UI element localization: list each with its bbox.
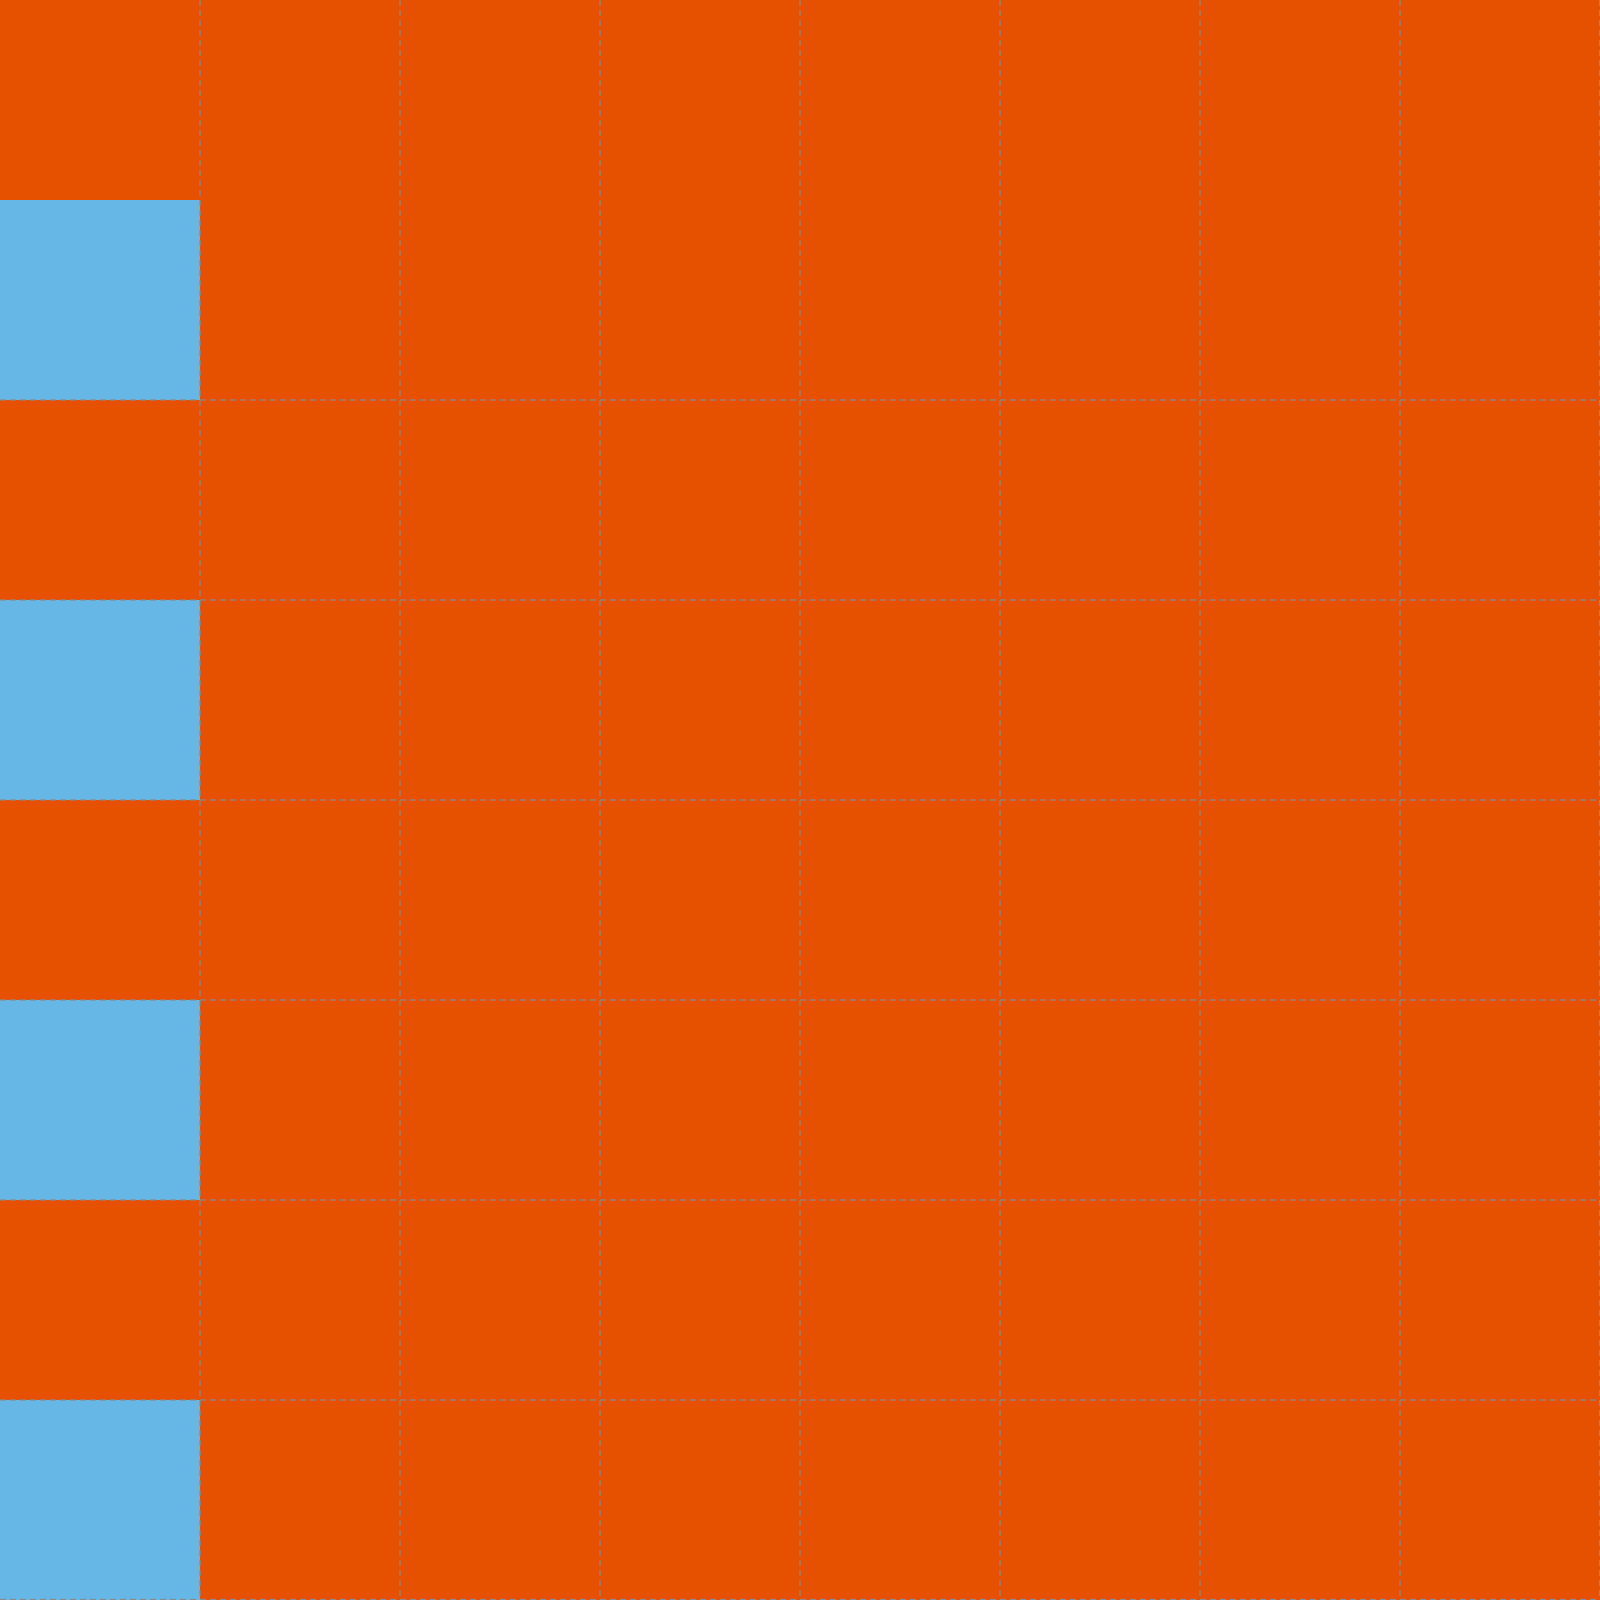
cell[interactable] <box>400 0 600 200</box>
cell[interactable] <box>0 1400 200 1600</box>
cell[interactable] <box>400 200 600 400</box>
cell[interactable] <box>1400 0 1600 200</box>
cell[interactable] <box>200 0 400 200</box>
cell[interactable] <box>1200 400 1400 600</box>
cell[interactable] <box>800 200 1000 400</box>
cell[interactable] <box>200 200 400 400</box>
cell[interactable] <box>600 0 800 200</box>
cell[interactable] <box>600 200 800 400</box>
cell[interactable] <box>1200 0 1400 200</box>
cell[interactable] <box>0 400 200 600</box>
cell[interactable] <box>200 1400 400 1600</box>
cell[interactable] <box>1400 600 1600 800</box>
cell[interactable] <box>200 1200 400 1400</box>
cell[interactable] <box>200 1000 400 1200</box>
cell[interactable] <box>600 1200 800 1400</box>
cell[interactable] <box>800 600 1000 800</box>
cell[interactable] <box>800 1400 1000 1600</box>
cell[interactable] <box>600 600 800 800</box>
cell[interactable] <box>1400 1200 1600 1400</box>
cell[interactable] <box>1400 1400 1600 1600</box>
cell[interactable] <box>400 400 600 600</box>
cell[interactable] <box>1000 1000 1200 1200</box>
cell[interactable] <box>400 1400 600 1600</box>
cell[interactable] <box>0 200 200 400</box>
cell[interactable] <box>1000 1200 1200 1400</box>
cell[interactable] <box>200 800 400 1000</box>
cell[interactable] <box>1200 800 1400 1000</box>
cell[interactable] <box>200 400 400 600</box>
cell[interactable] <box>1000 1400 1200 1600</box>
cell[interactable] <box>1000 0 1200 200</box>
cell[interactable] <box>200 600 400 800</box>
cell[interactable] <box>400 1200 600 1400</box>
cell[interactable] <box>800 800 1000 1000</box>
cell[interactable] <box>400 800 600 1000</box>
cell[interactable] <box>800 1000 1000 1200</box>
cell[interactable] <box>1400 200 1600 400</box>
cell[interactable] <box>800 0 1000 200</box>
cell[interactable] <box>1000 600 1200 800</box>
cell[interactable] <box>1200 600 1400 800</box>
cell[interactable] <box>1200 1200 1400 1400</box>
cell[interactable] <box>0 600 200 800</box>
cell[interactable] <box>600 800 800 1000</box>
cell[interactable] <box>1400 800 1600 1000</box>
cell[interactable] <box>600 1400 800 1600</box>
cell[interactable] <box>0 1200 200 1400</box>
cell[interactable] <box>600 400 800 600</box>
cell[interactable] <box>400 1000 600 1200</box>
cell[interactable] <box>1200 200 1400 400</box>
cell[interactable] <box>1000 400 1200 600</box>
cell[interactable] <box>600 1000 800 1200</box>
cell[interactable] <box>1200 1000 1400 1200</box>
cell[interactable] <box>1000 200 1200 400</box>
cell[interactable] <box>0 1000 200 1200</box>
cell[interactable] <box>1400 1000 1600 1200</box>
cell[interactable] <box>0 0 200 200</box>
cell[interactable] <box>1200 1400 1400 1600</box>
cell[interactable] <box>800 400 1000 600</box>
cell[interactable] <box>800 1200 1000 1400</box>
cell[interactable] <box>1000 800 1200 1000</box>
cell[interactable] <box>0 800 200 1000</box>
cell[interactable] <box>400 600 600 800</box>
cell[interactable] <box>1400 400 1600 600</box>
